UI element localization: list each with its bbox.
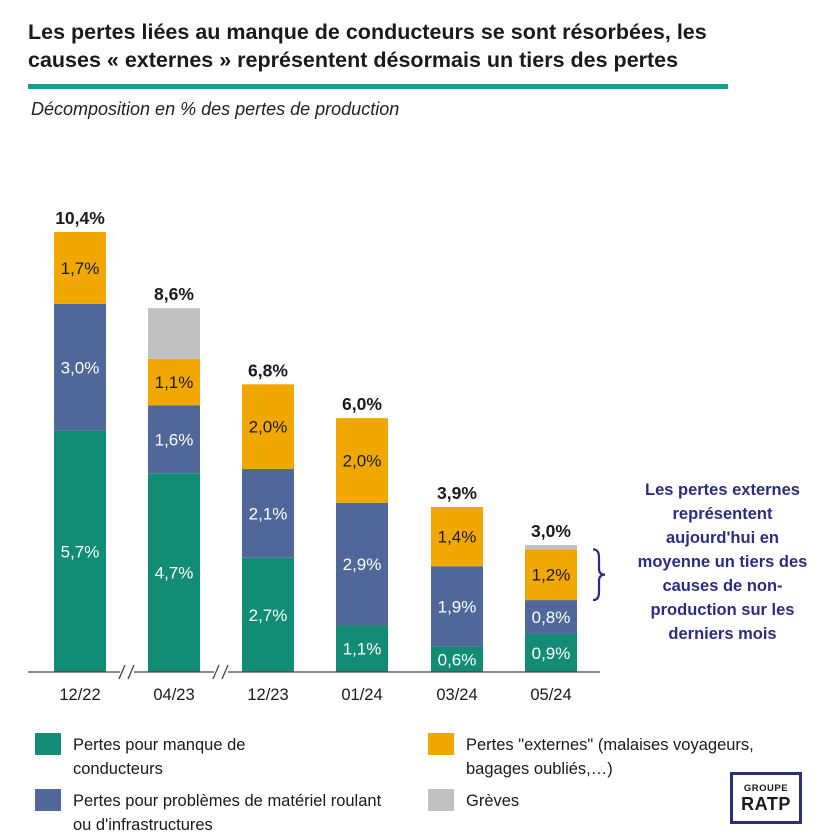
bar-segment-external-2 (242, 384, 294, 469)
logo-top-text: GROUPE (743, 782, 789, 794)
callout-bracket (592, 548, 606, 602)
data-label-equipment-5: 0,8% (532, 608, 571, 627)
bar-segment-equipment-1 (148, 405, 200, 474)
total-label-4: 3,9% (437, 483, 477, 503)
data-label-drivers-4: 0,6% (438, 650, 477, 669)
x-tick-label-4: 03/24 (436, 686, 477, 704)
axis-break-mark (118, 664, 126, 680)
data-label-drivers-2: 2,7% (249, 606, 288, 625)
bar-segment-equipment-0 (54, 303, 106, 431)
bar-segment-external-1 (148, 358, 200, 406)
logo-main-text: RATP (741, 793, 791, 814)
legend-label-drivers: Pertes pour manque de conducteurs (73, 736, 246, 778)
bar-segment-drivers-1 (148, 473, 200, 672)
legend-swatch-external (428, 733, 454, 755)
axis-break-mark (221, 664, 229, 680)
x-tick-label-1: 04/23 (153, 686, 194, 704)
bar-segment-external-4 (431, 507, 483, 567)
data-label-equipment-0: 3,0% (61, 358, 100, 377)
bar-segment-drivers-4 (431, 646, 483, 672)
axis-break-mark (127, 664, 135, 680)
legend-item-equipment: Pertes pour problèmes de matériel roulan… (35, 789, 381, 837)
bar-segment-equipment-4 (431, 566, 483, 647)
data-label-equipment-1: 1,6% (155, 430, 194, 449)
data-label-equipment-2: 2,1% (249, 504, 288, 523)
data-label-drivers-0: 5,7% (61, 542, 100, 561)
legend-swatch-drivers (35, 733, 61, 755)
title-rule (28, 84, 728, 89)
bar-segment-drivers-2 (242, 557, 294, 672)
data-label-equipment-4: 1,9% (438, 597, 477, 616)
chart-title: Les pertes liées au manque de conducteur… (28, 20, 707, 72)
data-label-drivers-5: 0,9% (532, 644, 571, 663)
x-tick-label-0: 12/22 (59, 686, 100, 704)
bar-segment-drivers-0 (54, 430, 106, 672)
legend-swatch-equipment (35, 789, 61, 811)
data-label-external-5: 1,2% (532, 566, 571, 585)
bar-segment-strikes-1 (148, 308, 200, 359)
ratp-logo: GROUPE RATP (730, 772, 802, 824)
legend-label-strikes: Grèves (466, 792, 520, 810)
data-label-external-0: 1,7% (61, 259, 100, 278)
bar-segment-external-0 (54, 232, 106, 304)
data-label-drivers-1: 4,7% (155, 564, 194, 583)
legend-item-external: Pertes "externes" (malaises voyageurs, ba… (428, 733, 754, 781)
stacked-bar-chart: 5,7% 3,0% 1,7% 10,4% 12/22 4,7% 1,6% 1,1% 8,6% 04… (28, 208, 606, 704)
data-label-drivers-3: 1,1% (343, 640, 382, 659)
bar-segment-external-5 (525, 549, 577, 601)
data-label-external-1: 1,1% (155, 373, 194, 392)
total-label-0: 10,4% (55, 208, 105, 228)
bar-segment-strikes-5 (525, 545, 577, 550)
bar-segment-drivers-5 (525, 633, 577, 672)
data-label-external-4: 1,4% (438, 528, 477, 547)
data-label-external-3: 2,0% (343, 451, 382, 470)
data-label-external-2: 2,0% (249, 418, 288, 437)
chart-subtitle: Décomposition en % des pertes de product… (31, 99, 400, 119)
bar-segment-equipment-2 (242, 468, 294, 558)
bar-segment-drivers-3 (336, 625, 388, 672)
x-tick-label-3: 01/24 (341, 686, 382, 704)
x-tick-label-2: 12/23 (247, 686, 288, 704)
axis-break-mark (212, 664, 220, 680)
legend-label-equipment: Pertes pour problèmes de matériel roulan… (73, 792, 382, 834)
legend-swatch-strikes (428, 789, 454, 811)
total-label-1: 8,6% (154, 284, 194, 304)
callout-text: Les pertes externes représentent aujourd… (637, 481, 808, 643)
bar-segment-equipment-5 (525, 600, 577, 634)
x-tick-label-5: 05/24 (530, 686, 571, 704)
total-label-3: 6,0% (342, 394, 382, 414)
bar-segment-external-3 (336, 418, 388, 503)
legend-item-strikes: Grèves (428, 789, 519, 813)
total-label-5: 3,0% (531, 521, 571, 541)
total-label-2: 6,8% (248, 360, 288, 380)
legend-label-external: Pertes "externes" (malaises voyageurs, ba… (466, 736, 754, 778)
legend-item-drivers: Pertes pour manque de conducteurs (35, 733, 245, 781)
data-label-equipment-3: 2,9% (343, 555, 382, 574)
bar-segment-equipment-3 (336, 502, 388, 626)
